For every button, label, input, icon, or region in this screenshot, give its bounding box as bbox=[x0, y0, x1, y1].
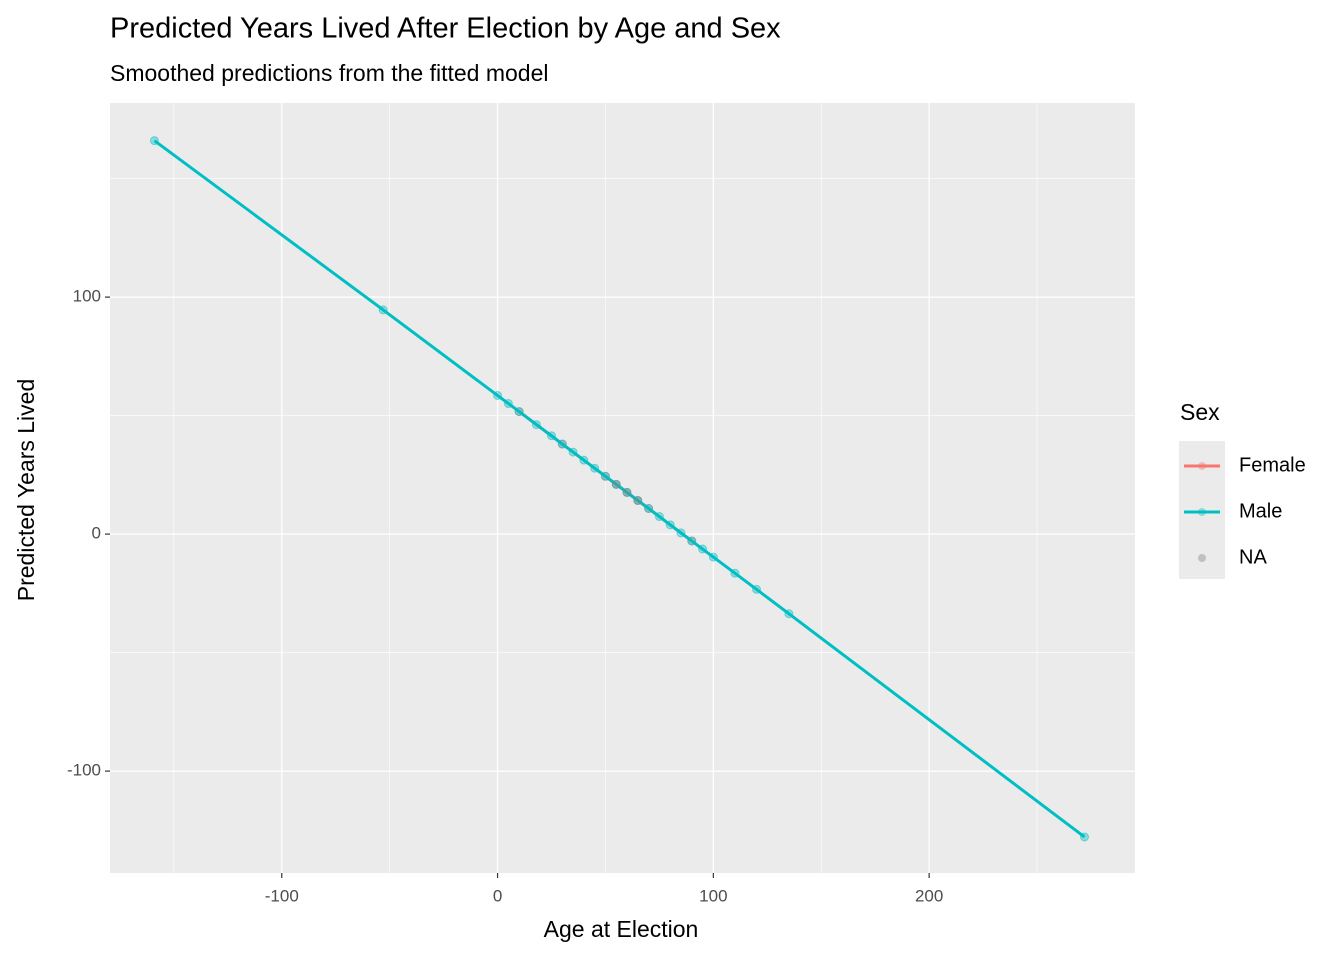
legend-key-point bbox=[1198, 462, 1206, 470]
series-line bbox=[153, 139, 1086, 839]
data-point bbox=[708, 552, 718, 562]
y-tick-label: -100 bbox=[67, 761, 101, 780]
x-tick-label: 0 bbox=[493, 886, 502, 905]
data-point bbox=[611, 479, 621, 489]
data-point bbox=[698, 544, 708, 554]
data-point bbox=[590, 463, 600, 473]
y-axis-title: Predicted Years Lived bbox=[13, 379, 39, 602]
chart-subtitle: Smoothed predictions from the fitted mod… bbox=[110, 60, 549, 86]
data-point bbox=[784, 609, 794, 619]
data-point bbox=[622, 487, 632, 497]
chart-title: Predicted Years Lived After Election by … bbox=[110, 13, 781, 45]
data-point bbox=[687, 536, 697, 546]
legend-label: Female bbox=[1239, 454, 1306, 476]
data-point bbox=[1080, 832, 1090, 842]
data-point bbox=[730, 568, 740, 578]
data-point bbox=[665, 520, 675, 530]
data-point bbox=[503, 399, 513, 409]
x-tick-label: -100 bbox=[265, 886, 299, 905]
y-tick-label: 0 bbox=[92, 524, 101, 543]
legend-key-background bbox=[1179, 441, 1225, 579]
y-tick-label: 100 bbox=[73, 287, 101, 306]
x-axis-title: Age at Election bbox=[544, 916, 699, 942]
data-point bbox=[600, 471, 610, 481]
data-point bbox=[557, 439, 567, 449]
legend-label: Male bbox=[1239, 500, 1282, 522]
x-tick-label: 200 bbox=[915, 886, 943, 905]
data-point bbox=[493, 390, 503, 400]
data-point bbox=[654, 512, 664, 522]
data-point bbox=[547, 431, 557, 441]
data-point bbox=[531, 420, 541, 430]
data-point bbox=[579, 455, 589, 465]
data-point bbox=[514, 407, 524, 417]
legend-key-point bbox=[1198, 554, 1206, 562]
x-tick-label: 100 bbox=[699, 886, 727, 905]
data-point bbox=[676, 528, 686, 538]
data-point bbox=[633, 495, 643, 505]
legend-title: Sex bbox=[1180, 399, 1220, 425]
data-point bbox=[378, 305, 388, 315]
legend-label: NA bbox=[1239, 546, 1267, 568]
legend-key-point bbox=[1198, 508, 1206, 516]
data-point bbox=[568, 447, 578, 457]
data-point bbox=[149, 136, 159, 146]
data-point bbox=[644, 504, 654, 514]
data-point bbox=[752, 584, 762, 594]
